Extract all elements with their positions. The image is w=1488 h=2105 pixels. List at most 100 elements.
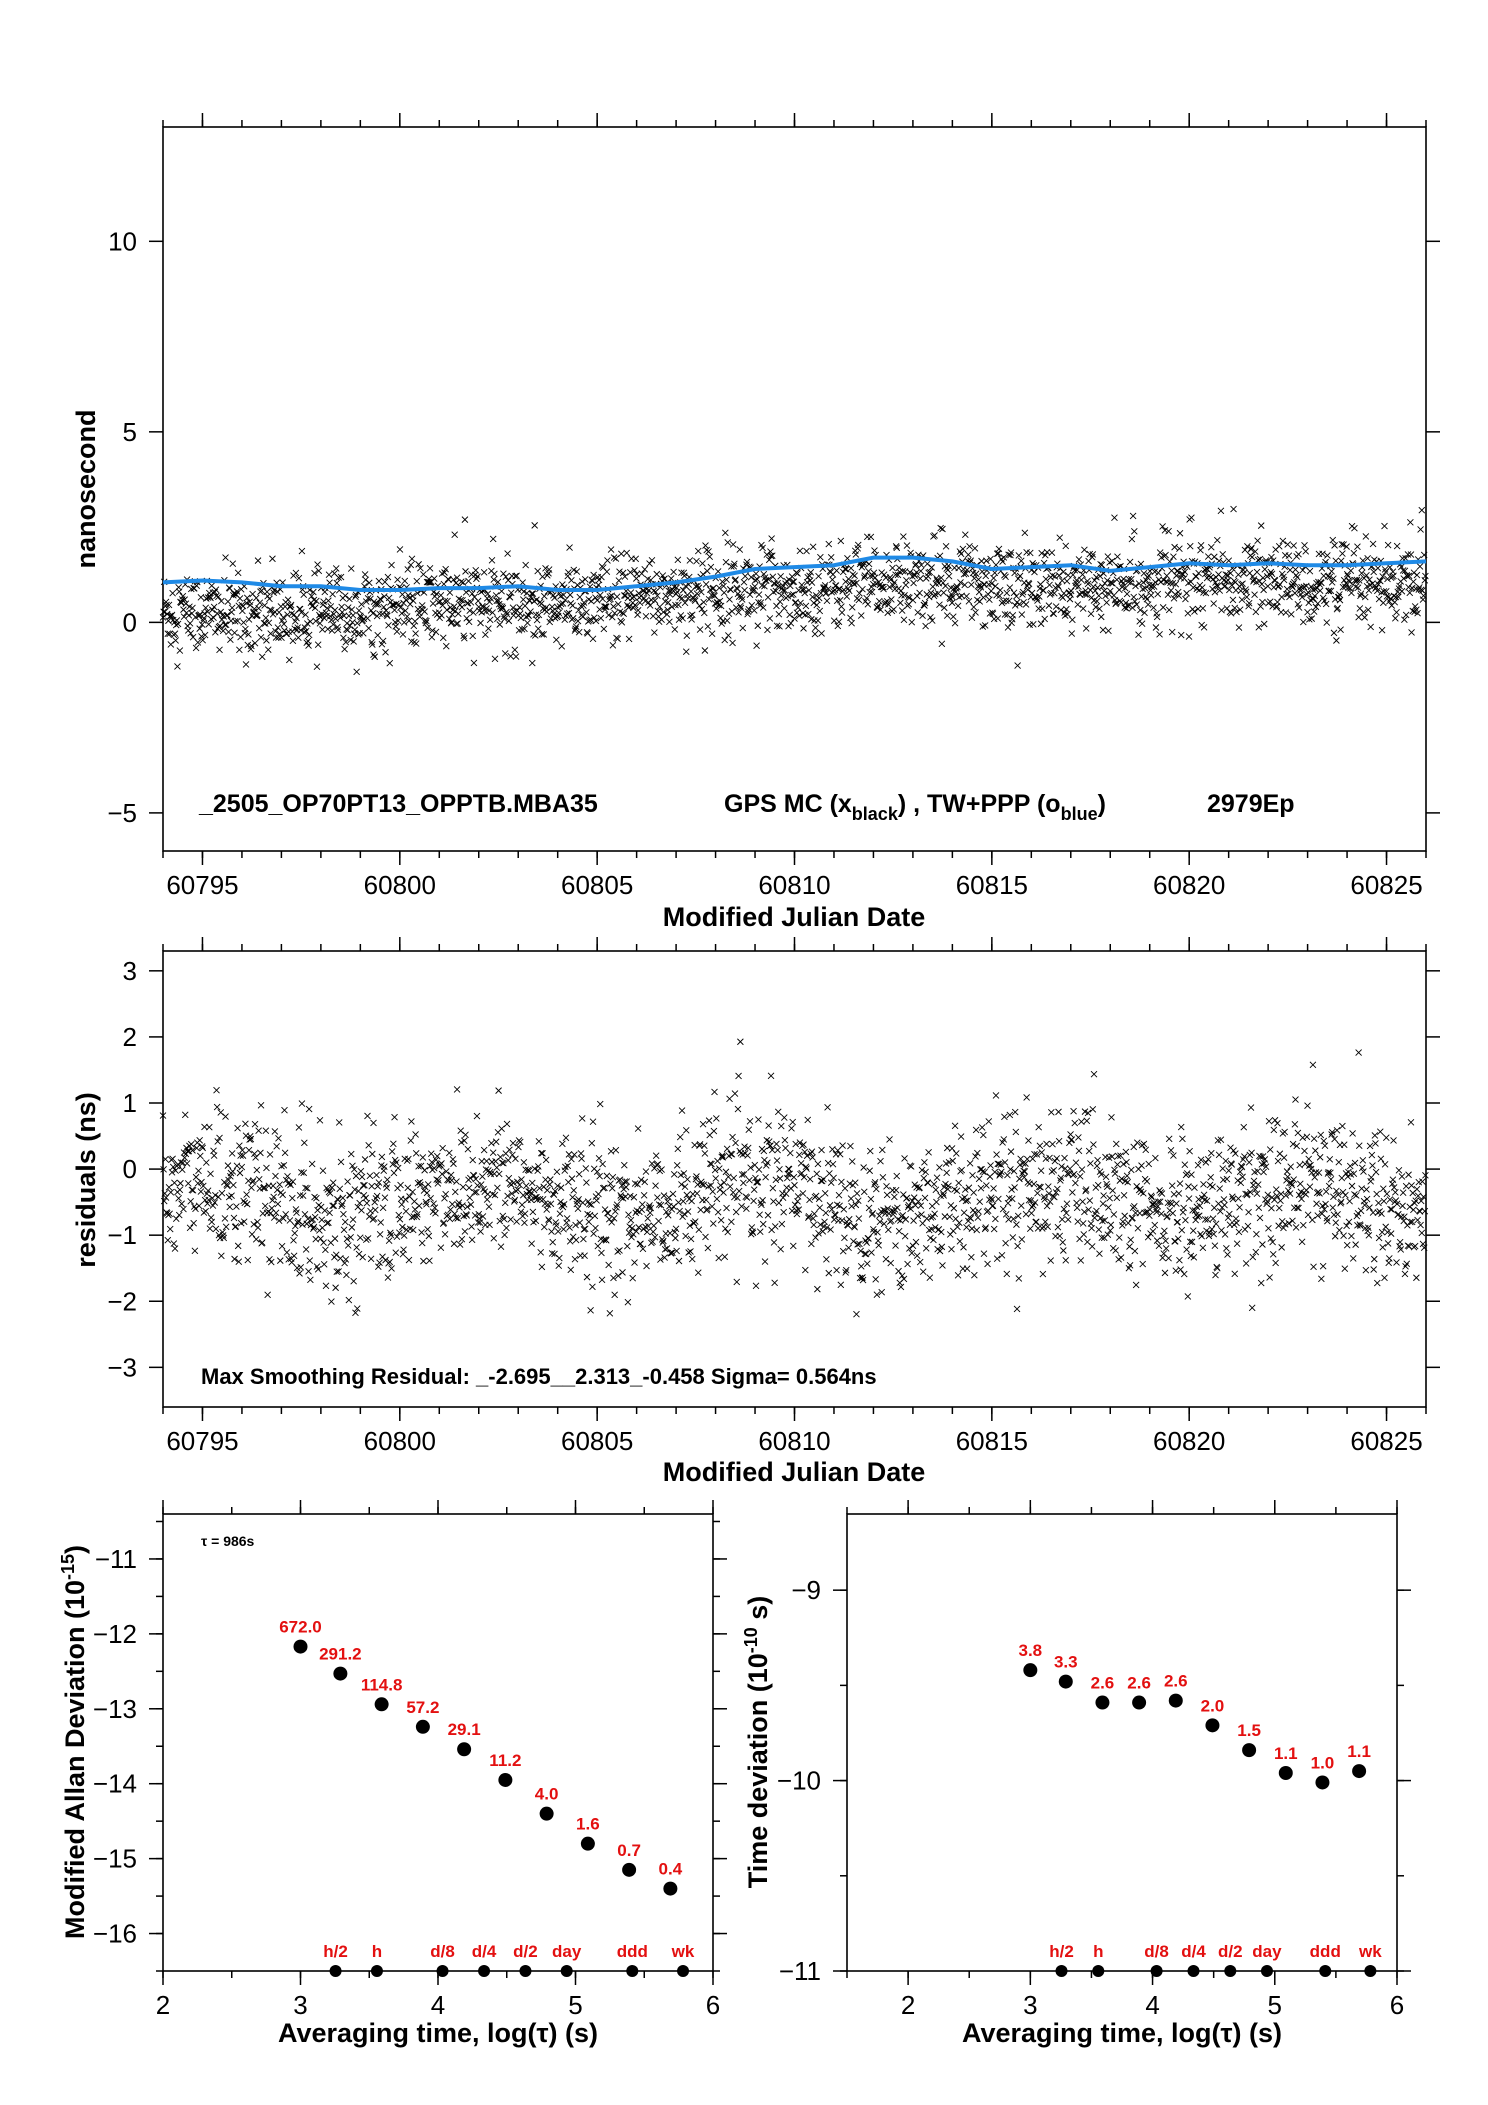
residual-point (1292, 1224, 1300, 1231)
residual-point (257, 1149, 264, 1157)
residual-point (350, 1277, 357, 1285)
residual-point (1013, 1221, 1020, 1228)
gps-mc-point (532, 611, 540, 618)
residual-point (768, 1146, 776, 1154)
residual-point (290, 1236, 297, 1244)
residual-point (404, 1184, 412, 1192)
residual-point (1014, 1212, 1022, 1220)
x-axis-title-mid: Modified Julian Date (663, 1457, 926, 1487)
residual-point (1036, 1142, 1044, 1150)
residual-point (936, 1247, 944, 1255)
residual-point (1139, 1260, 1147, 1268)
residual-point (1341, 1265, 1349, 1272)
residuals-chart: 60795 60800 60805 60810 60815 60820 60825−3−2−… (71, 937, 1440, 1487)
residual-point (473, 1112, 481, 1120)
gps-mc-point (341, 592, 349, 599)
gps-mc-point (315, 567, 323, 575)
mdev-marker (478, 1965, 491, 1977)
gps-mc-point (375, 577, 383, 585)
residual-point (1121, 1177, 1129, 1185)
residual-point (235, 1258, 243, 1265)
gps-mc-point (1135, 631, 1142, 639)
gps-mc-point (408, 555, 416, 563)
residual-point (592, 1224, 599, 1232)
gps-mc-point (950, 585, 958, 593)
residual-point (1413, 1185, 1421, 1193)
residual-point (990, 1185, 997, 1192)
residual-point (320, 1239, 327, 1246)
residual-point (296, 1270, 303, 1277)
residual-point (617, 1194, 625, 1201)
gps-mc-point (179, 592, 187, 600)
gps-mc-point (1092, 603, 1100, 611)
gps-mc-point (936, 552, 944, 560)
gps-mc-point (310, 596, 318, 604)
residual-point (483, 1157, 490, 1165)
gps-mc-point (1038, 549, 1046, 557)
residual-point (521, 1219, 528, 1227)
residual-point (898, 1272, 906, 1279)
y-axis-title-top: nanosecond (71, 409, 101, 568)
gps-mc-point (1144, 574, 1151, 581)
residual-point (691, 1218, 699, 1225)
residual-point (430, 1200, 437, 1208)
gps-mc-point (693, 557, 700, 565)
residual-point (572, 1236, 580, 1244)
gps-mc-point (975, 588, 983, 596)
residual-point (595, 1190, 602, 1198)
residual-point (1348, 1182, 1356, 1190)
gps-mc-point (1391, 598, 1399, 606)
residual-point (397, 1181, 404, 1189)
residual-point (497, 1153, 504, 1161)
residual-point (1040, 1193, 1048, 1201)
residual-point (1261, 1156, 1269, 1163)
residual-point (754, 1178, 762, 1186)
gps-mc-point (931, 532, 938, 539)
residual-point (451, 1188, 459, 1196)
gps-mc-point (1183, 589, 1190, 597)
residual-point (604, 1209, 612, 1217)
residual-point (1272, 1259, 1279, 1267)
residual-point (295, 1124, 303, 1131)
gps-mc-point (324, 625, 332, 633)
gps-mc-point (1360, 608, 1367, 616)
residual-point (420, 1257, 427, 1265)
residual-point (1342, 1191, 1349, 1199)
residual-point (909, 1197, 916, 1205)
residual-point (1051, 1193, 1058, 1201)
residual-point (1123, 1158, 1130, 1166)
residual-point (1316, 1190, 1323, 1197)
gps-mc-point (575, 628, 583, 636)
gps-mc-point (774, 583, 782, 590)
gps-mc-point (1207, 543, 1215, 551)
residual-point (1321, 1206, 1328, 1213)
residual-point (1383, 1190, 1391, 1198)
gps-mc-point (1392, 614, 1399, 622)
residual-point (806, 1175, 814, 1183)
residual-point (971, 1209, 979, 1216)
residual-point (175, 1194, 182, 1202)
legend-tw: ) , TW+PPP (o (898, 790, 1061, 818)
gps-mc-point (1204, 553, 1212, 560)
gps-mc-point (364, 595, 372, 602)
mdev-point (374, 1697, 389, 1712)
gps-mc-point (583, 609, 590, 616)
residual-point (836, 1150, 844, 1158)
residual-point (501, 1199, 509, 1207)
residual-point (1120, 1191, 1128, 1199)
gps-mc-point (753, 576, 761, 583)
residual-point (210, 1152, 218, 1159)
residual-point (518, 1176, 525, 1183)
gps-mc-point (367, 607, 375, 614)
tdev-ytick-label: −9 (791, 1575, 821, 1605)
residual-point (954, 1271, 962, 1279)
residual-point (814, 1160, 822, 1168)
residual-point (381, 1194, 389, 1201)
residual-point (248, 1184, 255, 1192)
mdev-ytick-label: −13 (93, 1694, 137, 1724)
residual-point (1273, 1192, 1281, 1200)
residual-point (1314, 1212, 1322, 1219)
gps-mc-point (1295, 604, 1303, 611)
gps-mc-point (871, 574, 879, 582)
residual-point (373, 1171, 380, 1179)
